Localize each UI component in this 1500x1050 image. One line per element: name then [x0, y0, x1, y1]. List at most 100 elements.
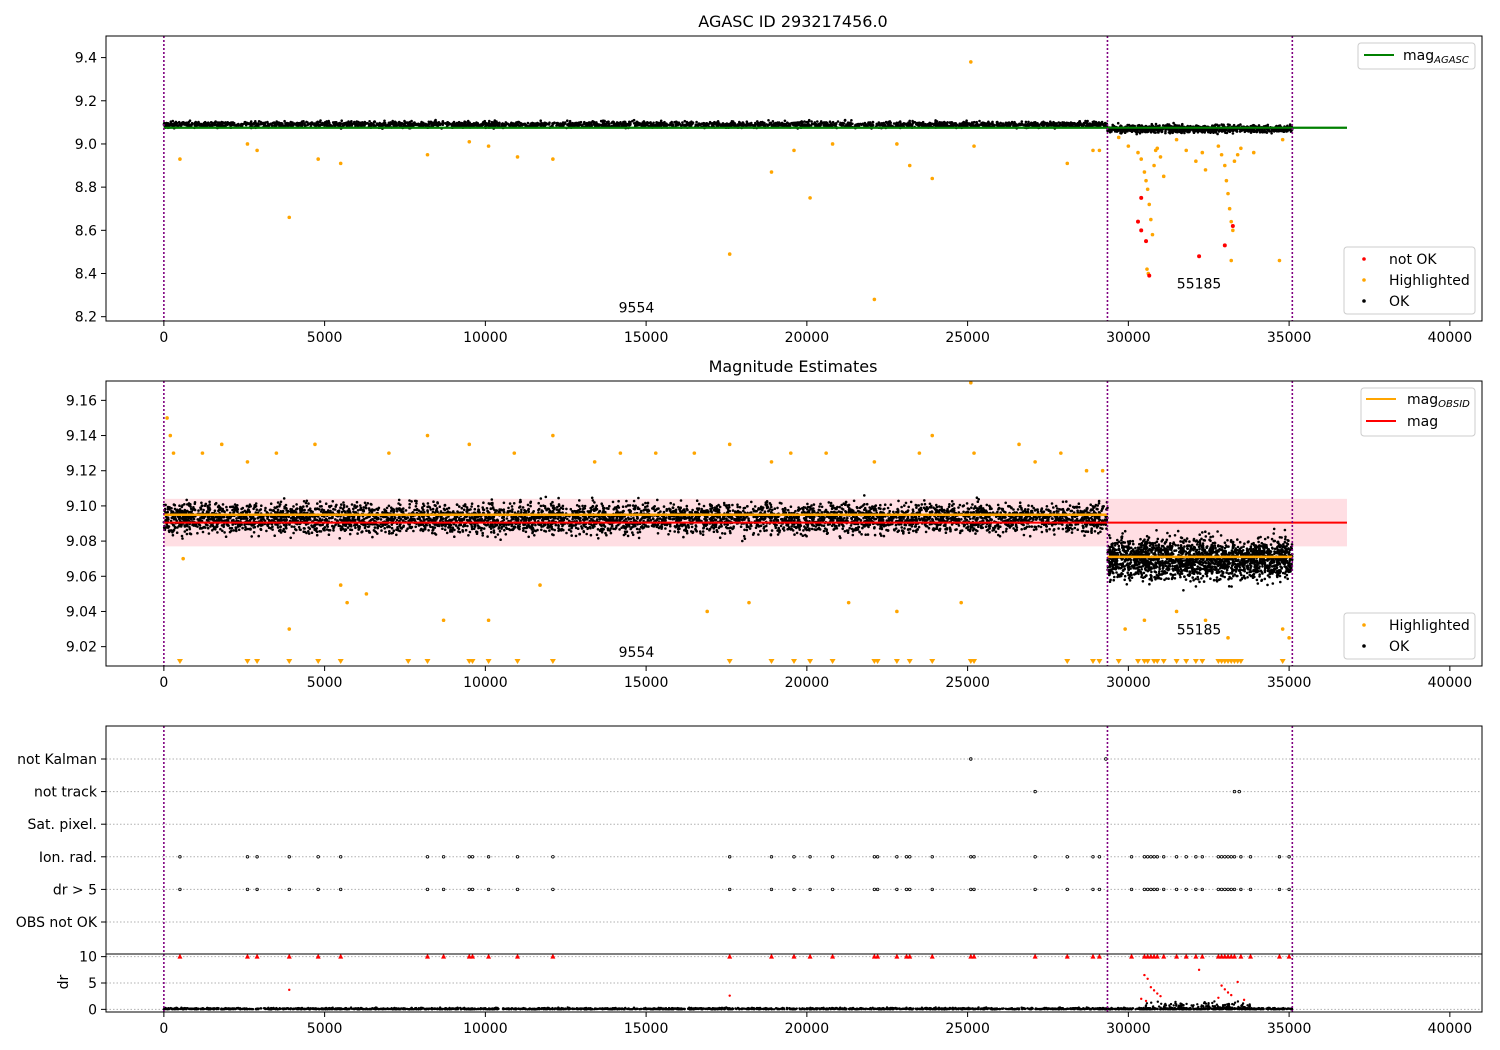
ok-point	[809, 124, 813, 127]
ok-point	[754, 121, 757, 125]
ok-point	[377, 122, 380, 126]
ok-point	[354, 526, 357, 530]
ok-point	[743, 506, 747, 510]
ok-point	[492, 531, 496, 534]
ok-point	[948, 121, 952, 124]
ok-point	[921, 124, 924, 128]
ok-point	[995, 123, 999, 126]
ok-point	[328, 123, 332, 127]
ok-point	[352, 507, 355, 511]
ok-point	[619, 121, 622, 124]
ok-point	[896, 122, 899, 126]
ok-point	[546, 122, 550, 126]
ok-point	[683, 119, 687, 123]
ok-point	[838, 505, 841, 509]
not-ok-point	[1147, 273, 1152, 278]
ok-point	[397, 123, 401, 127]
ok-point	[1055, 123, 1058, 127]
ok-point	[1016, 508, 1020, 511]
ok-point	[345, 123, 348, 126]
ok-point	[882, 124, 886, 127]
ok-point	[566, 119, 569, 122]
ok-point	[310, 531, 314, 534]
ok-point	[498, 529, 502, 533]
ok-point	[661, 121, 665, 125]
ok-point	[1194, 128, 1198, 132]
ok-point	[611, 120, 614, 124]
panel1-xtick-label: 0	[159, 330, 168, 346]
ok-point	[573, 122, 576, 126]
ok-point	[1089, 123, 1093, 126]
ok-point	[863, 494, 866, 497]
ok-point	[515, 121, 518, 124]
panel1-xtick-label: 25000	[945, 330, 990, 346]
panel1-ytick-label: 8.4	[75, 267, 97, 283]
ok-point	[1171, 131, 1174, 135]
ok-point	[1231, 132, 1235, 135]
ok-point	[1135, 132, 1138, 136]
ok-point	[987, 123, 991, 126]
highlighted-point	[316, 157, 320, 161]
ok-point	[1212, 131, 1215, 134]
ok-point	[393, 123, 396, 127]
ok-point	[836, 120, 840, 123]
ok-point	[771, 120, 775, 123]
ok-point	[1173, 123, 1177, 127]
ok-point	[783, 119, 787, 123]
ok-point	[1153, 130, 1156, 134]
ok-point	[311, 122, 315, 126]
ok-point	[965, 119, 968, 122]
highlighted-point	[1155, 146, 1160, 151]
ok-point	[866, 124, 869, 128]
highlighted-point	[1144, 178, 1148, 183]
ok-point	[605, 533, 608, 537]
ok-point	[305, 499, 309, 503]
ok-point	[557, 124, 560, 127]
ok-point	[1032, 506, 1035, 510]
ok-point	[407, 122, 410, 126]
ok-point	[276, 523, 279, 527]
ok-point	[823, 124, 826, 127]
ok-point	[438, 122, 442, 126]
highlighted-point	[930, 176, 935, 181]
ok-point	[456, 123, 460, 127]
ok-point	[868, 122, 872, 125]
ok-point	[384, 124, 388, 128]
legend-marker	[1362, 278, 1366, 282]
ok-point	[355, 500, 359, 504]
ok-point	[575, 504, 579, 507]
ok-point	[1227, 129, 1230, 133]
ok-point	[498, 124, 501, 127]
ok-point	[241, 526, 244, 530]
ok-point	[987, 120, 990, 124]
ok-point	[740, 124, 743, 127]
highlighted-point	[1224, 178, 1229, 183]
ok-point	[912, 121, 915, 124]
highlighted-point	[1219, 152, 1224, 157]
ok-point	[340, 119, 344, 122]
ok-point	[1235, 129, 1238, 132]
ok-point	[888, 120, 892, 123]
ok-point	[659, 119, 663, 123]
ok-point	[894, 523, 898, 527]
highlighted-point	[1200, 150, 1205, 155]
ok-point	[171, 533, 175, 537]
ok-point	[1171, 129, 1175, 132]
panel1-ok-points	[162, 118, 1109, 130]
highlighted-point	[1150, 232, 1155, 237]
highlighted-point	[1174, 137, 1179, 142]
ok-point	[927, 122, 930, 126]
ok-point	[714, 122, 717, 126]
ok-point	[649, 124, 652, 127]
ok-point	[803, 123, 807, 126]
ok-point	[436, 124, 440, 128]
ok-point	[178, 122, 181, 125]
ok-point	[494, 121, 498, 125]
ok-point	[1005, 124, 1008, 127]
ok-point	[235, 123, 239, 127]
ok-point	[1207, 130, 1210, 133]
ok-point	[579, 120, 583, 124]
ok-point	[795, 531, 799, 535]
ok-point	[848, 124, 851, 128]
ok-point	[402, 524, 406, 528]
